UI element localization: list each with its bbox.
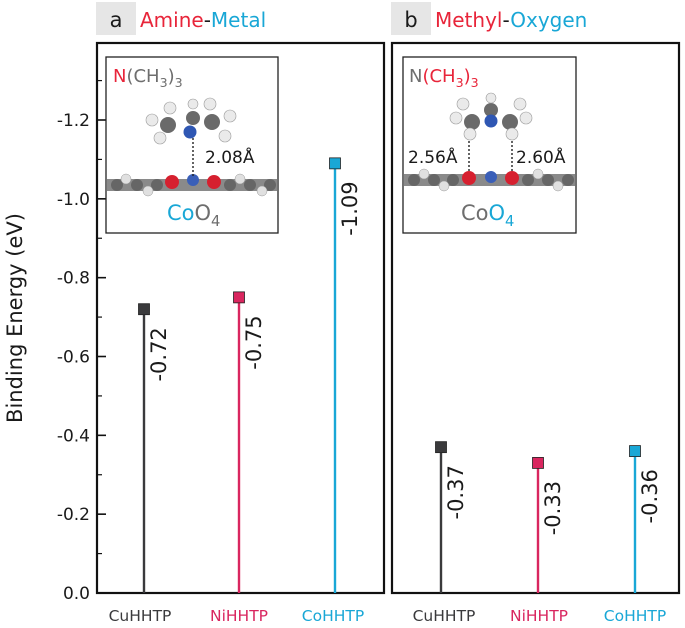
panel-b-letter-box (391, 2, 431, 35)
panel-a-molecule-structure (107, 97, 277, 197)
panel-b-distance-label-right: 2.60Å (516, 146, 566, 168)
y-tick-label: -1.0 (57, 190, 90, 210)
panel-a-inset-frame (105, 56, 279, 234)
value-label-cohhtp: -1.09 (338, 181, 362, 235)
category-label-cuhhtp: CuHHTP (109, 607, 172, 625)
panel-b-title: Methyl-Oxygen (435, 8, 587, 32)
panel-a-inset: N(CH3)3 (105, 56, 279, 234)
panel-b-distance-label-left: 2.56Å (408, 146, 458, 168)
y-tick-label: -0.8 (57, 269, 90, 289)
category-label-nihhtp: NiHHTP (510, 607, 568, 625)
panel-b-inset-frame (402, 56, 577, 234)
value-label-nihhtp: -0.33 (541, 481, 565, 535)
panel-b-categories: CuHHTP NiHHTP CoHHTP (413, 607, 667, 625)
panel-a-letter: a (110, 8, 123, 32)
panel-a-title: Amine-Metal (140, 8, 266, 32)
stem-marker-cohhtp (329, 157, 341, 170)
panel-b-molecule-structure (404, 92, 575, 192)
panel-b-inset-surface: CoO4 (461, 201, 514, 230)
value-label-cuhhtp: -0.37 (444, 465, 468, 519)
panel-a-distance-label: 2.08Å (205, 146, 255, 168)
panel-a-letter-box (96, 2, 136, 35)
panel-b-letter: b (404, 8, 417, 32)
y-axis-label: Binding Energy (eV) (3, 213, 27, 423)
panel-a-inset-molecule: N(CH3)3 (113, 66, 183, 90)
y-axis-ticks: 0.0 -0.2 -0.4 -0.6 -0.8 -1.0 -1.2 (57, 79, 106, 604)
y-tick-label: 0.0 (63, 584, 90, 604)
category-label-nihhtp: NiHHTP (210, 607, 268, 625)
category-label-cohhtp: CoHHTP (302, 607, 364, 625)
panel-b-frame (390, 41, 681, 595)
y-tick-label: -1.2 (57, 111, 90, 131)
value-label-nihhtp: -0.75 (242, 315, 266, 369)
y-tick-label: -0.4 (57, 426, 90, 446)
panel-b-inset: N(CH3)3 (402, 56, 577, 234)
y-tick-label: -0.6 (57, 348, 90, 368)
panel-a-categories: CuHHTP NiHHTP CoHHTP (109, 607, 365, 625)
panel-a-inset-surface: CoO4 (167, 201, 220, 230)
stem-marker-cohhtp (629, 445, 641, 458)
category-label-cohhtp: CoHHTP (604, 607, 666, 625)
stem-marker-nihhtp (532, 457, 544, 469)
panel-b-stems: -0.37 -0.33 -0.36 (435, 441, 662, 593)
stem-marker-cuhhtp (435, 441, 447, 454)
panel-b-inset-molecule: N(CH3)3 (409, 66, 479, 90)
value-label-cohhtp: -0.36 (638, 469, 662, 523)
y-tick-label: -0.2 (57, 505, 90, 525)
panel-a-frame (95, 41, 386, 595)
stem-marker-cuhhtp (138, 303, 150, 316)
panel-a-stems: -0.72 -0.75 -1.09 (138, 157, 362, 593)
category-label-cuhhtp: CuHHTP (413, 607, 476, 625)
value-label-cuhhtp: -0.72 (147, 327, 171, 381)
stem-marker-nihhtp (233, 291, 245, 304)
